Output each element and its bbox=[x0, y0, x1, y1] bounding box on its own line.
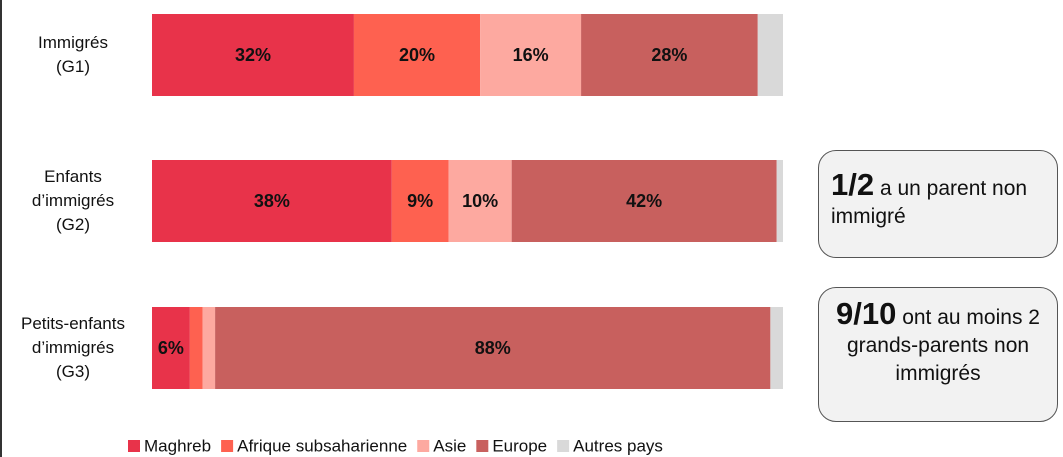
annotation-text: a un parent non immigré bbox=[831, 177, 1028, 228]
value-label: 38% bbox=[254, 191, 290, 211]
legend-label: Asie bbox=[433, 436, 466, 455]
value-label: 20% bbox=[399, 45, 435, 65]
legend-swatch bbox=[476, 440, 489, 452]
bar-segment bbox=[189, 307, 203, 389]
bar-segment bbox=[152, 307, 190, 389]
annotation-emphasis: 1/2 bbox=[831, 167, 875, 202]
bar-segment bbox=[353, 14, 481, 96]
annotation-box: 9/10 ont au moins 2 grands-parents non i… bbox=[818, 287, 1058, 422]
value-label: 32% bbox=[235, 45, 271, 65]
legend-swatch bbox=[557, 440, 570, 452]
bar-segment bbox=[776, 160, 783, 242]
value-label: 16% bbox=[513, 45, 549, 65]
bar-segment bbox=[152, 160, 392, 242]
bar-segment bbox=[511, 160, 777, 242]
bar-segment bbox=[770, 307, 783, 389]
bar-segment bbox=[448, 160, 512, 242]
category-label: Petits-enfants d’immigrés (G3) bbox=[21, 314, 125, 381]
legend-swatch bbox=[221, 440, 234, 452]
legend-label: Afrique subsaharienne bbox=[237, 436, 407, 455]
legend-label: Maghreb bbox=[144, 436, 211, 455]
annotation-text: ont au moins 2 grands-parents non immigr… bbox=[846, 306, 1040, 385]
bar-segment bbox=[152, 14, 354, 96]
category-label: Enfants d’immigrés (G2) bbox=[31, 167, 115, 234]
bar-segment bbox=[202, 307, 216, 389]
annotation-emphasis: 9/10 bbox=[836, 296, 897, 331]
category-label: Immigrés (G1) bbox=[38, 33, 108, 76]
value-label: 42% bbox=[626, 191, 662, 211]
legend-swatch bbox=[128, 440, 140, 452]
bar-segment bbox=[391, 160, 449, 242]
bar-segment bbox=[581, 14, 758, 96]
annotation-box: 1/2 a un parent non immigré bbox=[818, 150, 1058, 258]
value-label: 9% bbox=[407, 191, 433, 211]
bar-segment bbox=[215, 307, 771, 389]
bar-segment bbox=[480, 14, 582, 96]
value-label: 10% bbox=[462, 191, 498, 211]
bar-segment bbox=[757, 14, 783, 96]
legend-swatch bbox=[417, 440, 430, 452]
value-label: 6% bbox=[158, 338, 184, 358]
value-label: 88% bbox=[475, 338, 511, 358]
legend-label: Europe bbox=[492, 436, 547, 455]
legend-label: Autres pays bbox=[573, 436, 663, 455]
value-label: 28% bbox=[651, 45, 687, 65]
